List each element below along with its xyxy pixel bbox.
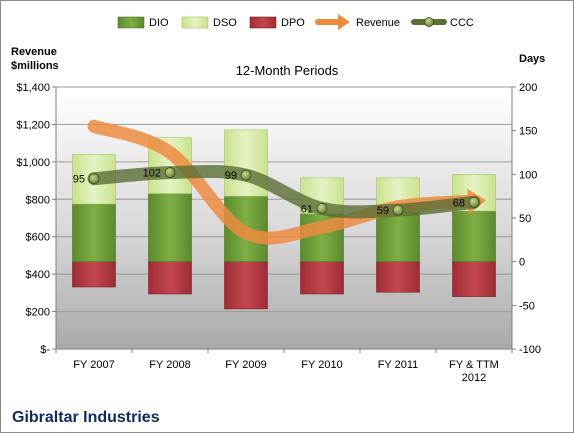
left-tick-label: $400 xyxy=(26,269,50,281)
ccc-data-label: 95 xyxy=(73,174,85,186)
ccc-point xyxy=(240,169,252,181)
legend-item-dso: DSO xyxy=(181,16,237,29)
bar-dpo xyxy=(452,261,496,297)
left-tick-label: $- xyxy=(40,344,50,356)
bar-dio xyxy=(148,193,192,262)
right-tick-label: -50 xyxy=(519,300,535,312)
axes: $- $200 $400 $600 $800 $1,000 $1,200 $1,400 -100… xyxy=(16,82,541,384)
ccc-data-label: 99 xyxy=(225,170,237,182)
right-tick-label: 0 xyxy=(519,257,525,269)
ccc-data-label: 61 xyxy=(301,203,313,215)
bar-dpo xyxy=(148,261,192,295)
x-tick-label: FY & TTM xyxy=(449,359,499,371)
ccc-point xyxy=(164,167,176,178)
legend-swatch xyxy=(117,16,145,29)
legend-item-dpo: DPO xyxy=(249,16,305,29)
legend-swatch xyxy=(181,16,209,29)
legend-label: Revenue xyxy=(356,17,400,29)
ccc-data-label: 102 xyxy=(143,168,161,180)
right-tick-label: 150 xyxy=(519,126,537,138)
legend-label: DIO xyxy=(149,17,169,29)
ccc-point xyxy=(316,202,328,214)
bar-dpo xyxy=(300,261,344,295)
left-tick-label: $600 xyxy=(26,232,50,244)
right-tick-label: 50 xyxy=(519,213,531,225)
ccc-series: 95 102 99 61 59 68 xyxy=(73,164,481,219)
legend-item-ccc: CCC xyxy=(411,17,474,29)
left-axis-title-line1: Revenue xyxy=(11,46,57,58)
ccc-line xyxy=(87,164,481,219)
company-name: Gibraltar Industries xyxy=(12,409,160,426)
right-tick-label: 100 xyxy=(519,169,537,181)
legend-label: CCC xyxy=(450,17,474,29)
left-axis-title-line2: $millions xyxy=(11,60,59,72)
bar-dpo xyxy=(376,261,420,293)
right-axis-title: Days xyxy=(519,53,545,65)
chart-title: 12-Month Periods xyxy=(236,63,339,78)
bar-dio xyxy=(452,210,496,262)
left-tick-label: $1,400 xyxy=(16,82,50,94)
ccc-point xyxy=(392,204,404,216)
bar-dso xyxy=(224,129,268,197)
legend-item-dio: DIO xyxy=(117,16,169,29)
x-tick-label: 2012 xyxy=(462,372,486,384)
ccc-point xyxy=(88,173,100,185)
ccc-point xyxy=(468,196,480,208)
bar-dio xyxy=(72,203,116,262)
bar-dpo xyxy=(224,261,268,310)
legend: DIO DSO DPO Revenue CCC xyxy=(117,14,474,30)
left-tick-label: $800 xyxy=(26,194,50,206)
right-tick-label: 200 xyxy=(519,82,537,94)
left-tick-label: $1,000 xyxy=(16,157,50,169)
bars xyxy=(72,129,496,310)
bar-dio xyxy=(376,211,420,262)
bar-dpo xyxy=(72,261,116,288)
legend-swatch xyxy=(249,16,277,29)
plot-area xyxy=(56,87,512,349)
x-tick-label: FY 2010 xyxy=(301,359,342,371)
x-tick-label: FY 2009 xyxy=(225,359,266,371)
gridlines xyxy=(56,86,512,313)
left-tick-label: $1,200 xyxy=(16,119,50,131)
left-tick-label: $200 xyxy=(26,307,50,319)
x-tick-label: FY 2008 xyxy=(149,359,190,371)
ccc-data-label: 68 xyxy=(453,197,465,209)
legend-label: DSO xyxy=(213,17,237,29)
legend-swatch-point xyxy=(424,17,434,27)
right-tick-label: -100 xyxy=(519,344,541,356)
x-tick-label: FY 2007 xyxy=(73,359,114,371)
legend-item-revenue: Revenue xyxy=(315,14,400,30)
legend-swatch-arrowhead xyxy=(338,14,350,30)
x-tick-label: FY 2011 xyxy=(378,359,419,371)
ccc-data-label: 59 xyxy=(377,205,389,217)
legend-label: DPO xyxy=(281,17,305,29)
